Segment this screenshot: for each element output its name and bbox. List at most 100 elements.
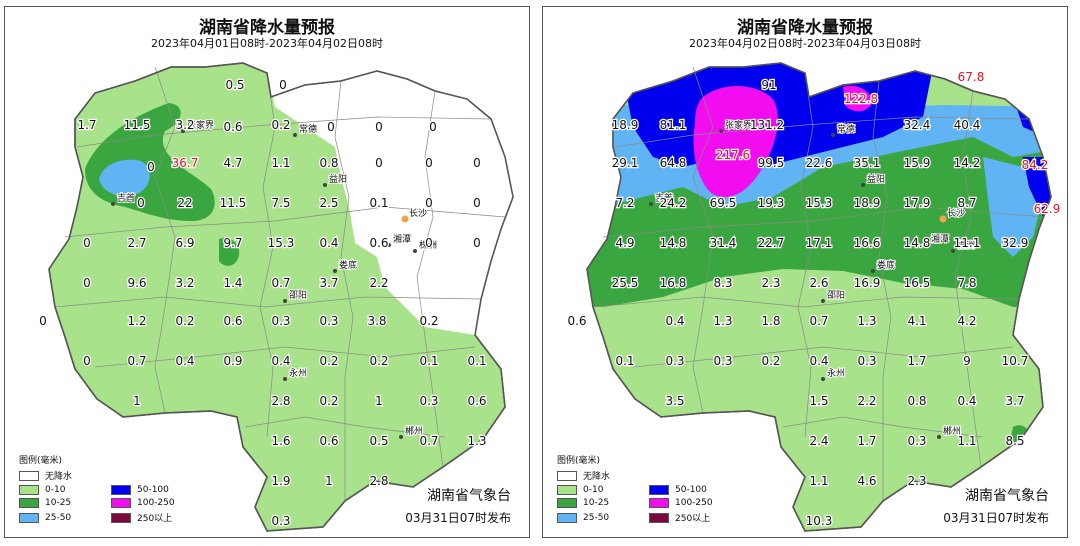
rainfall-value: 0.6 bbox=[223, 120, 242, 134]
rainfall-value: 0 bbox=[83, 276, 91, 290]
map-subtitle: 2023年04月01日08时-2023年04月02日08时 bbox=[151, 37, 383, 50]
rainfall-value: 0 bbox=[429, 120, 437, 134]
rainfall-value: 7.5 bbox=[271, 196, 290, 210]
issue-time: 03月31日07时发布 bbox=[943, 511, 1049, 525]
rainfall-value: 0 bbox=[473, 156, 481, 170]
rainfall-value: 0.7 bbox=[809, 314, 828, 328]
rainfall-value: 15.9 bbox=[904, 156, 931, 170]
city-marker bbox=[399, 435, 403, 439]
rainfall-value: 2.6 bbox=[809, 276, 828, 290]
rainfall-value: 0.6 bbox=[223, 314, 242, 328]
rainfall-value: 2.7 bbox=[127, 236, 146, 250]
legend-label: 250以上 bbox=[675, 514, 711, 524]
rainfall-value: 7.8 bbox=[957, 276, 976, 290]
city-label: 湘潭 bbox=[393, 233, 411, 245]
rainfall-value: 0 bbox=[279, 78, 287, 92]
rainfall-value: 16.8 bbox=[660, 276, 687, 290]
rainfall-value: 0.4 bbox=[809, 354, 828, 368]
rainfall-value-high: 67.8 bbox=[958, 70, 985, 84]
rainfall-value: 10.3 bbox=[806, 514, 833, 528]
rainfall-value: 11.5 bbox=[124, 118, 151, 132]
legend-label: 10-25 bbox=[45, 498, 72, 508]
rainfall-value: 0.7 bbox=[419, 434, 438, 448]
rainfall-value: 2.4 bbox=[809, 434, 828, 448]
rainfall-value: 1.4 bbox=[223, 276, 242, 290]
rainfall-value: 17.9 bbox=[904, 196, 931, 210]
city-marker bbox=[821, 299, 825, 303]
rainfall-value: 0.1 bbox=[615, 354, 634, 368]
legend-label: 25-50 bbox=[45, 512, 72, 523]
rainfall-value: 0.3 bbox=[271, 314, 290, 328]
rainfall-value: 81.1 bbox=[660, 118, 687, 132]
rainfall-value: 1 bbox=[325, 474, 333, 488]
rainfall-value: 4.6 bbox=[857, 474, 876, 488]
city-marker bbox=[821, 377, 825, 381]
legend-swatch bbox=[649, 485, 669, 495]
city-marker bbox=[861, 183, 865, 187]
rainfall-value: 0 bbox=[147, 160, 155, 174]
legend-label: 25-50 bbox=[583, 512, 610, 523]
rainfall-value-high: 122.8 bbox=[844, 92, 878, 106]
rainfall-value: 0 bbox=[137, 196, 145, 210]
rainfall-value: 0.3 bbox=[319, 314, 338, 328]
city-marker bbox=[401, 215, 409, 223]
city-marker bbox=[925, 243, 929, 247]
legend-swatch bbox=[649, 512, 669, 523]
map-title: 湖南省降水量预报 bbox=[737, 18, 873, 38]
city-label: 益阳 bbox=[867, 173, 885, 185]
rainfall-value-high: 62.9 bbox=[1034, 202, 1061, 216]
city-label: 张家界 bbox=[187, 119, 214, 131]
city-label: 益阳 bbox=[329, 173, 347, 185]
rainfall-value: 1.8 bbox=[761, 314, 780, 328]
city-marker bbox=[413, 249, 417, 253]
city-label: 吉首 bbox=[655, 192, 673, 204]
rainfall-value: 22.7 bbox=[758, 236, 785, 250]
city-marker bbox=[111, 202, 115, 206]
rainfall-value: 14.2 bbox=[954, 156, 981, 170]
rainfall-value: 0 bbox=[425, 156, 433, 170]
rainfall-value: 0 bbox=[39, 314, 47, 328]
rainfall-value: 14.8 bbox=[904, 236, 931, 250]
rainfall-value: 0.4 bbox=[957, 394, 976, 408]
rainfall-value: 9 bbox=[963, 354, 971, 368]
legend-swatch bbox=[557, 512, 577, 523]
rainfall-value: 1.3 bbox=[467, 434, 486, 448]
legend-label: 50-100 bbox=[675, 485, 707, 495]
city-marker bbox=[387, 243, 391, 247]
rainfall-value: 1.9 bbox=[271, 474, 290, 488]
rainfall-value: 17.1 bbox=[806, 236, 833, 250]
rainfall-value: 0 bbox=[83, 236, 91, 250]
rainfall-value: 14.8 bbox=[660, 236, 687, 250]
rainfall-value: 1.5 bbox=[809, 394, 828, 408]
city-label: 吉首 bbox=[117, 192, 135, 204]
rainfall-value: 1.3 bbox=[713, 314, 732, 328]
rainfall-value: 8.5 bbox=[1005, 434, 1024, 448]
rainfall-value: 64.8 bbox=[660, 156, 687, 170]
rainfall-value: 0.2 bbox=[319, 354, 338, 368]
rainfall-value: 35.1 bbox=[854, 156, 881, 170]
rainfall-value: 0.6 bbox=[567, 314, 586, 328]
rainfall-value: 11.1 bbox=[954, 236, 981, 250]
rainfall-value: 29.1 bbox=[612, 156, 639, 170]
rainfall-value: 0.8 bbox=[319, 156, 338, 170]
rainfall-value: 1 bbox=[133, 394, 141, 408]
city-marker bbox=[831, 133, 835, 137]
rainfall-value: 0 bbox=[473, 236, 481, 250]
rainfall-value: 0.2 bbox=[319, 394, 338, 408]
city-label: 长沙 bbox=[409, 207, 427, 219]
rainfall-value: 2.8 bbox=[369, 474, 388, 488]
rainfall-value: 0.2 bbox=[761, 354, 780, 368]
map-title: 湖南省降水量预报 bbox=[199, 18, 335, 38]
rainfall-value: 2.3 bbox=[761, 276, 780, 290]
legend-swatch bbox=[111, 485, 131, 495]
legend-label: 0-10 bbox=[583, 485, 604, 495]
city-label: 常德 bbox=[299, 123, 317, 135]
rainfall-value: 4.2 bbox=[957, 314, 976, 328]
rainfall-value: 0 bbox=[83, 354, 91, 368]
rainfall-value: 4.9 bbox=[615, 236, 634, 250]
legend-label: 250以上 bbox=[137, 514, 173, 524]
rainfall-value: 2.8 bbox=[271, 394, 290, 408]
rainfall-value: 22.6 bbox=[806, 156, 833, 170]
rainfall-value: 8.3 bbox=[713, 276, 732, 290]
